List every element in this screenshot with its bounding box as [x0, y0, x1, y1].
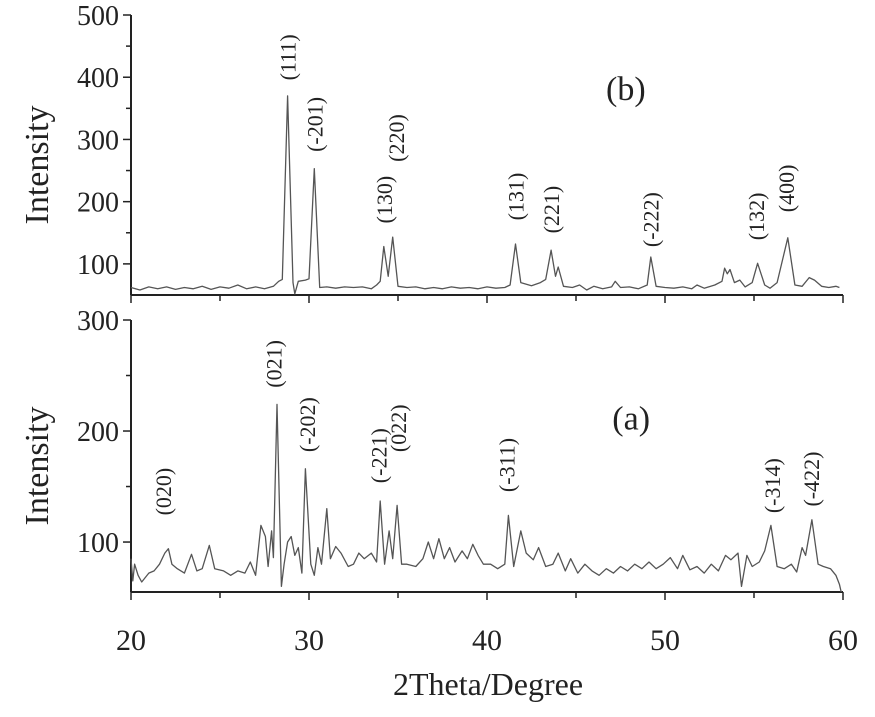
x-tick-label: 50	[650, 624, 680, 657]
y-tick-label: 300	[77, 306, 119, 337]
x-tick-label: 30	[294, 624, 324, 657]
y-tick-label: 400	[77, 63, 119, 94]
peak-label: (-222)	[639, 192, 664, 247]
peak-label: (111)	[276, 34, 301, 80]
peak-label: (-422)	[799, 452, 824, 507]
panel-label: (a)	[612, 401, 650, 438]
peak-label: (220)	[384, 114, 409, 162]
x-axis-label: 2Theta/Degree	[393, 666, 583, 702]
peak-label: (-202)	[295, 397, 320, 452]
peak-label: (-314)	[760, 458, 785, 513]
x-tick-label: 20	[116, 624, 146, 657]
peak-label: (131)	[503, 173, 528, 221]
peak-label: (020)	[151, 468, 176, 516]
y-axis-label: Intensity	[19, 407, 56, 526]
peak-label: (022)	[386, 404, 411, 452]
peak-label: (221)	[539, 186, 564, 234]
y-tick-label: 100	[77, 528, 119, 559]
peak-label: (400)	[774, 165, 799, 213]
peak-label: (-221)	[366, 428, 391, 483]
panel-b: 100 200 300 400 500 Intensity (111)(-201) (130)…	[19, 1, 844, 303]
xrd-pattern-line	[130, 95, 840, 295]
peak-label: (021)	[261, 340, 286, 388]
peak-label: (-201)	[302, 97, 327, 152]
y-axis-label: Intensity	[19, 106, 56, 225]
y-tick-label: 500	[77, 1, 119, 32]
panel-a: 100 200 300 20 30 40 50 60 Intensity (020) (021) (-…	[19, 306, 858, 657]
peak-label: (-311)	[495, 438, 520, 492]
x-tick-label: 60	[828, 624, 858, 657]
y-tick-label: 300	[77, 125, 119, 156]
y-tick-label: 100	[77, 250, 119, 281]
y-tick-label: 200	[77, 188, 119, 219]
peak-label: (132)	[744, 193, 769, 241]
peak-label: (130)	[372, 176, 397, 224]
x-tick-label: 40	[472, 624, 502, 657]
y-tick-label: 200	[77, 417, 119, 448]
panel-label: (b)	[606, 71, 646, 108]
xrd-pattern-line	[130, 403, 842, 593]
